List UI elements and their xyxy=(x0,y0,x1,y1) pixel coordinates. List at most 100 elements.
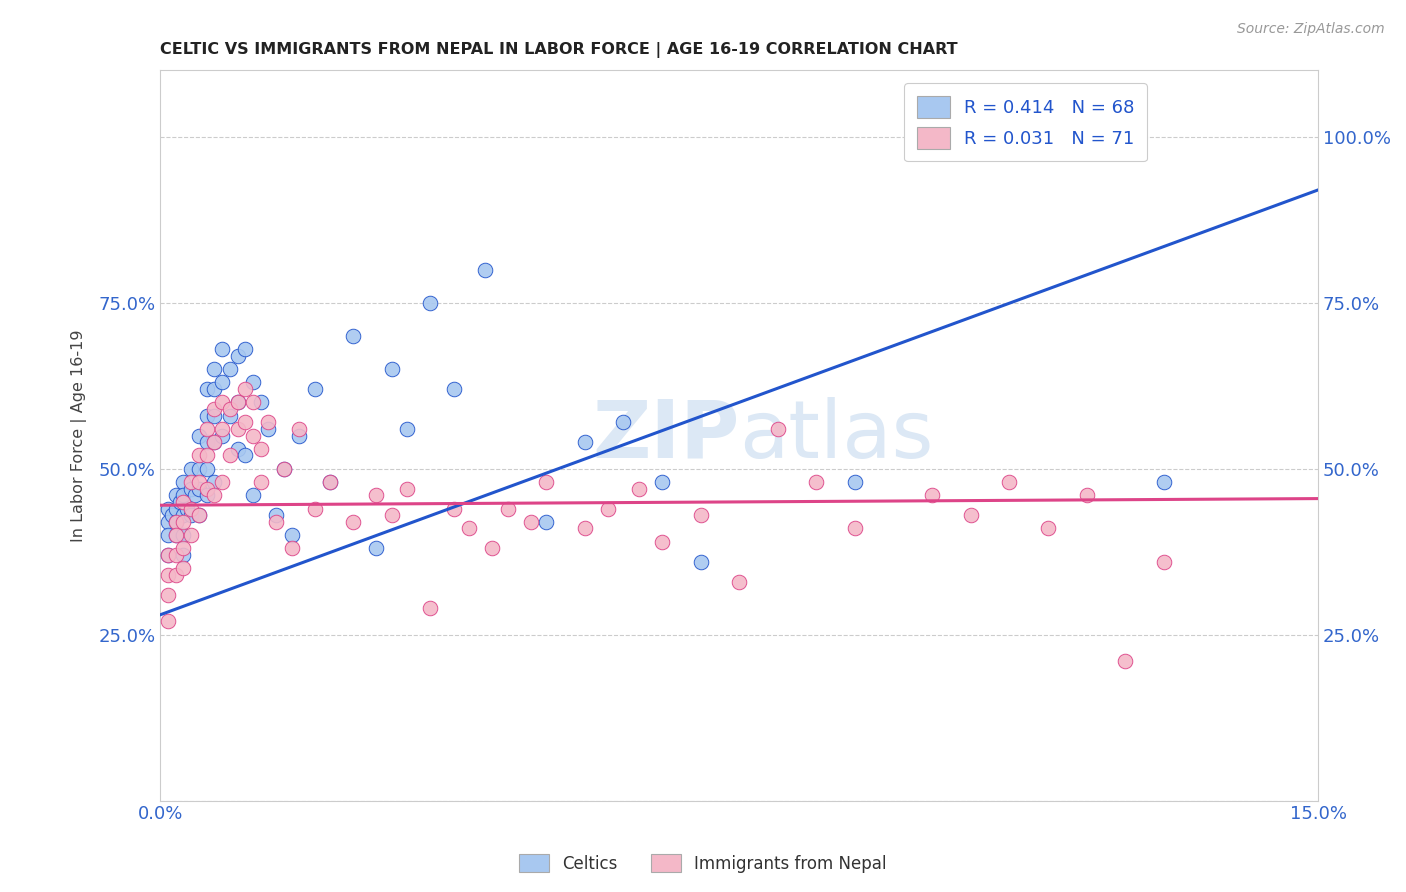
Point xyxy=(173,475,195,489)
Point xyxy=(381,508,404,523)
Point xyxy=(218,362,240,376)
Point xyxy=(202,435,225,450)
Point xyxy=(157,548,180,562)
Point xyxy=(187,508,209,523)
Point xyxy=(165,548,187,562)
Y-axis label: In Labor Force | Age 16-19: In Labor Force | Age 16-19 xyxy=(72,329,87,541)
Point xyxy=(180,482,202,496)
Point xyxy=(202,409,225,423)
Point xyxy=(288,422,311,436)
Point xyxy=(496,501,519,516)
Point xyxy=(165,501,187,516)
Point xyxy=(273,461,295,475)
Point xyxy=(211,475,233,489)
Point xyxy=(165,515,187,529)
Point xyxy=(844,521,866,535)
Point xyxy=(396,422,419,436)
Point xyxy=(173,561,195,575)
Point xyxy=(233,382,256,396)
Point xyxy=(173,541,195,556)
Point xyxy=(180,461,202,475)
Point xyxy=(226,349,249,363)
Point xyxy=(959,508,981,523)
Point xyxy=(202,401,225,416)
Point xyxy=(319,475,342,489)
Point xyxy=(157,548,180,562)
Point xyxy=(173,548,195,562)
Point xyxy=(304,501,326,516)
Point xyxy=(366,541,388,556)
Point xyxy=(157,588,180,602)
Point xyxy=(173,495,195,509)
Point xyxy=(211,395,233,409)
Point xyxy=(381,362,404,376)
Point xyxy=(1153,475,1175,489)
Point xyxy=(226,395,249,409)
Point xyxy=(651,475,673,489)
Point xyxy=(157,568,180,582)
Legend: R = 0.414   N = 68, R = 0.031   N = 71: R = 0.414 N = 68, R = 0.031 N = 71 xyxy=(904,83,1147,161)
Point xyxy=(1153,555,1175,569)
Point xyxy=(165,488,187,502)
Point xyxy=(998,475,1021,489)
Point xyxy=(218,449,240,463)
Point xyxy=(233,415,256,429)
Point xyxy=(202,475,225,489)
Point xyxy=(844,475,866,489)
Point xyxy=(195,488,218,502)
Legend: Celtics, Immigrants from Nepal: Celtics, Immigrants from Nepal xyxy=(512,847,894,880)
Point xyxy=(165,528,187,542)
Point xyxy=(195,409,218,423)
Point xyxy=(288,428,311,442)
Point xyxy=(1036,521,1059,535)
Point xyxy=(689,508,711,523)
Point xyxy=(187,475,209,489)
Point xyxy=(304,382,326,396)
Point xyxy=(211,343,233,357)
Point xyxy=(280,528,302,542)
Point xyxy=(728,574,751,589)
Point xyxy=(218,409,240,423)
Point xyxy=(651,534,673,549)
Point xyxy=(342,329,364,343)
Point xyxy=(242,428,264,442)
Point xyxy=(396,482,419,496)
Point xyxy=(443,501,465,516)
Point xyxy=(443,382,465,396)
Point xyxy=(419,295,441,310)
Point xyxy=(264,515,287,529)
Point xyxy=(596,501,619,516)
Point xyxy=(1114,654,1136,668)
Point xyxy=(187,508,209,523)
Point xyxy=(574,435,596,450)
Point xyxy=(157,615,180,629)
Point xyxy=(242,488,264,502)
Text: CELTIC VS IMMIGRANTS FROM NEPAL IN LABOR FORCE | AGE 16-19 CORRELATION CHART: CELTIC VS IMMIGRANTS FROM NEPAL IN LABOR… xyxy=(160,42,957,58)
Point xyxy=(249,395,271,409)
Point xyxy=(419,601,441,615)
Point xyxy=(169,495,191,509)
Point xyxy=(921,488,943,502)
Point xyxy=(520,515,543,529)
Point xyxy=(766,422,789,436)
Point xyxy=(195,422,218,436)
Point xyxy=(165,515,187,529)
Point xyxy=(342,515,364,529)
Point xyxy=(173,515,195,529)
Point xyxy=(180,528,202,542)
Point xyxy=(249,442,271,456)
Point xyxy=(612,415,634,429)
Point xyxy=(157,528,180,542)
Point xyxy=(474,262,496,277)
Point xyxy=(180,508,202,523)
Text: ZIP: ZIP xyxy=(592,397,740,475)
Point xyxy=(249,475,271,489)
Point xyxy=(627,482,650,496)
Point xyxy=(165,528,187,542)
Point xyxy=(176,501,198,516)
Point xyxy=(160,508,183,523)
Point xyxy=(806,475,828,489)
Point xyxy=(202,488,225,502)
Point xyxy=(233,449,256,463)
Point xyxy=(211,428,233,442)
